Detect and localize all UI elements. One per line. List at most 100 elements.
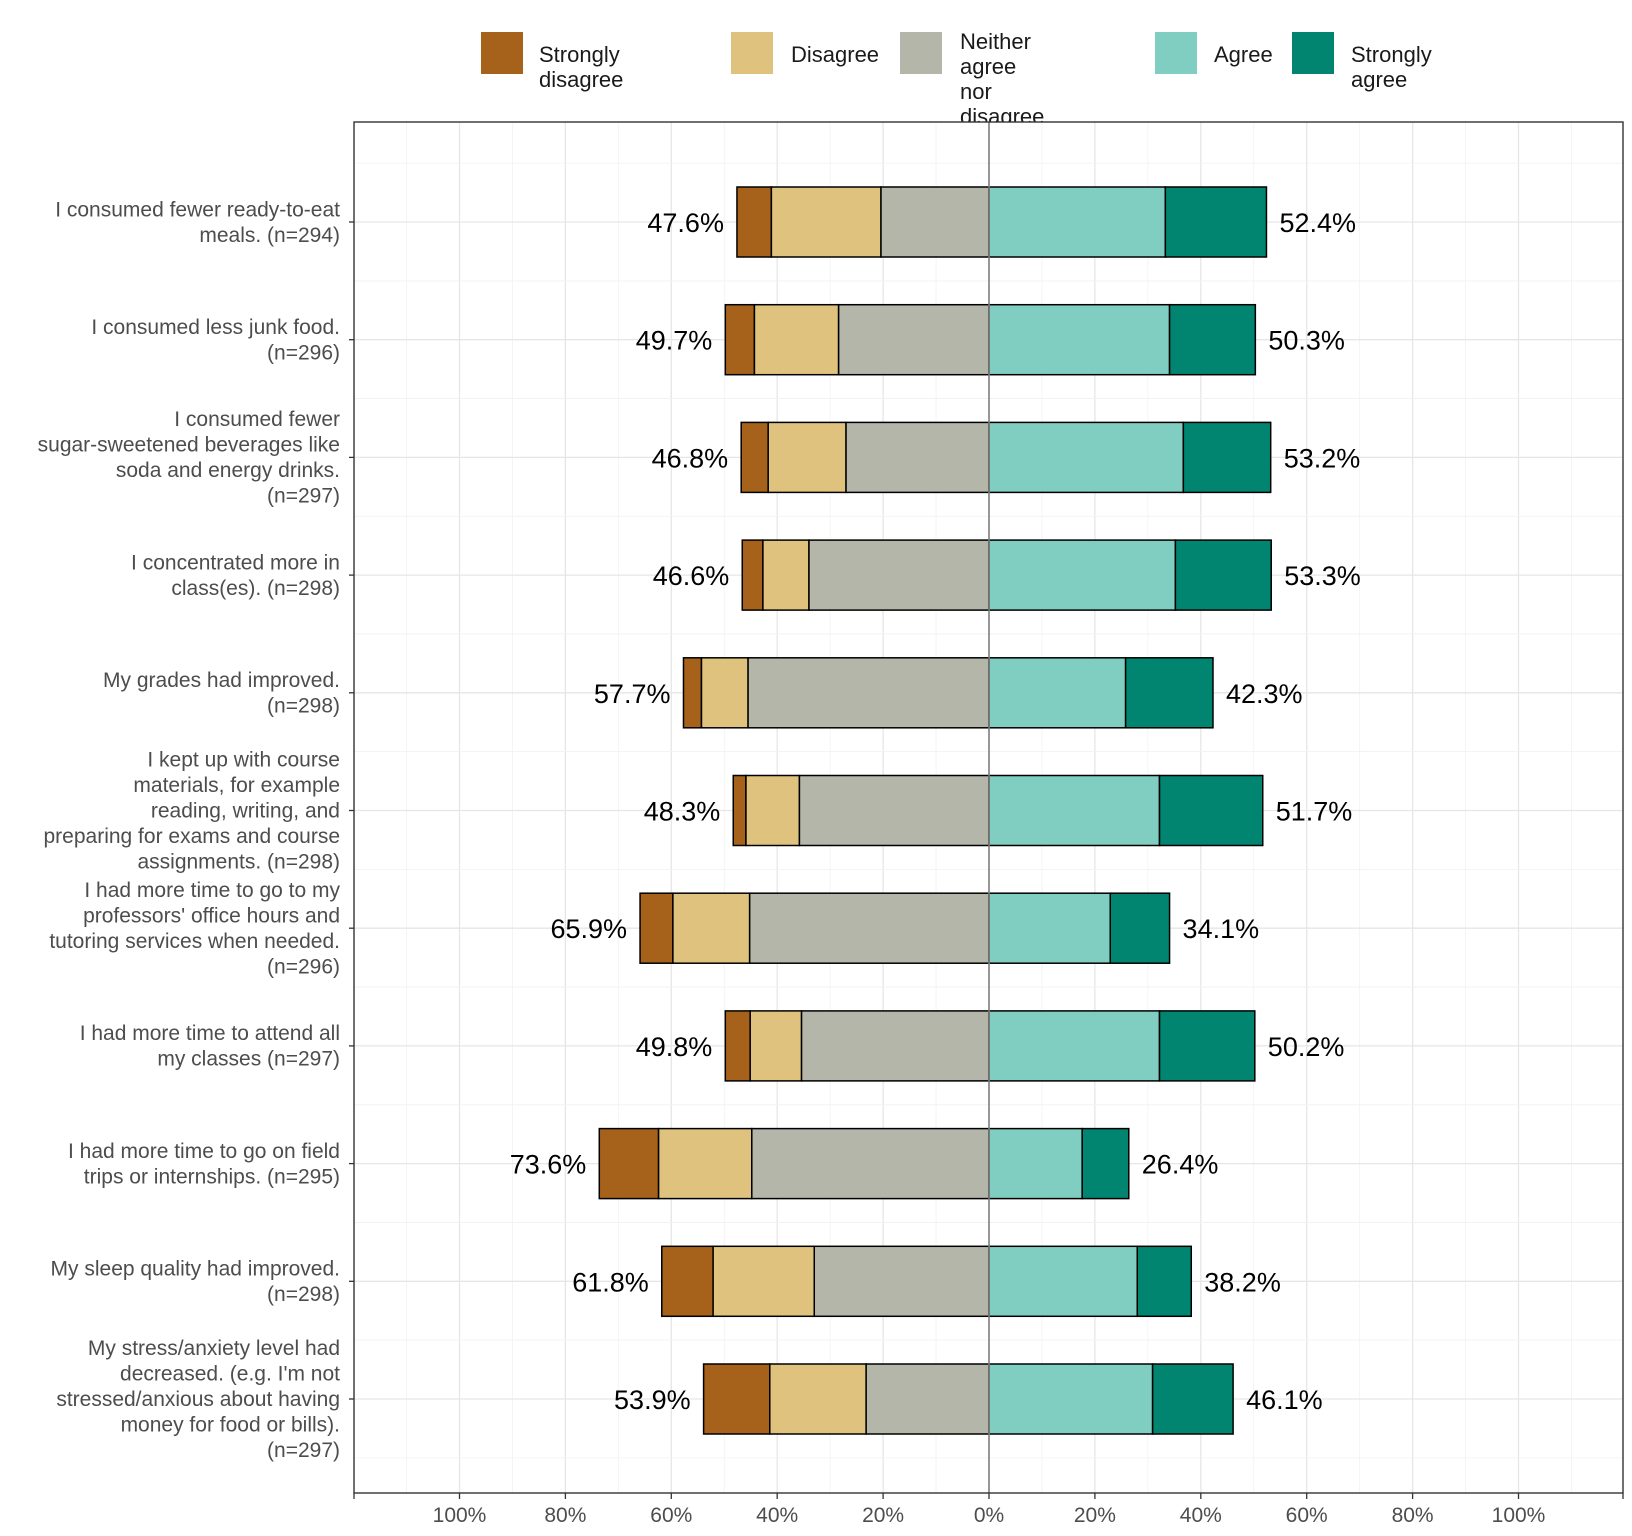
- bar-disagree: [713, 1246, 814, 1316]
- left-total-label: 57.7%: [594, 679, 671, 709]
- bar-disagree: [770, 1364, 866, 1434]
- left-total-label: 65.9%: [550, 914, 627, 944]
- x-tick-label: 100%: [1492, 1504, 1546, 1527]
- bar-agree: [989, 422, 1183, 492]
- right-total-label: 51.7%: [1276, 797, 1353, 827]
- bar-strongly-agree: [1153, 1364, 1233, 1434]
- bar-strongly-disagree: [737, 187, 771, 257]
- bar-disagree: [754, 305, 838, 375]
- category-label: I had more time to attend all my classes …: [80, 1022, 340, 1071]
- bar-disagree: [750, 1011, 801, 1081]
- x-tick-label: 60%: [1286, 1504, 1328, 1527]
- left-total-label: 46.6%: [653, 561, 730, 591]
- bar-disagree: [771, 187, 881, 257]
- right-total-label: 50.2%: [1268, 1032, 1345, 1062]
- likert-chart: Strongly disagree Disagree Neither agree n…: [0, 0, 1632, 1536]
- right-total-label: 38.2%: [1204, 1267, 1281, 1297]
- bar-strongly-disagree: [733, 776, 746, 846]
- bar-agree: [989, 187, 1165, 257]
- category-label: I kept up with course materials, for exam…: [44, 749, 341, 874]
- bar-neither: [866, 1364, 989, 1434]
- bar-strongly-disagree: [599, 1129, 658, 1199]
- bar-strongly-disagree: [742, 540, 763, 610]
- bar-neither: [748, 658, 989, 728]
- bar-neither: [809, 540, 989, 610]
- bar-disagree: [673, 893, 750, 963]
- left-total-label: 53.9%: [614, 1385, 691, 1415]
- x-tick-label: 20%: [1074, 1504, 1116, 1527]
- category-label: I consumed less junk food. (n=296): [91, 316, 340, 365]
- bar-strongly-agree: [1183, 422, 1270, 492]
- x-tick-label: 80%: [1392, 1504, 1434, 1527]
- right-total-label: 46.1%: [1246, 1385, 1323, 1415]
- bar-neither: [881, 187, 989, 257]
- x-tick-label: 0%: [974, 1504, 1004, 1527]
- y-axis: I consumed fewer ready-to-eat meals. (n=2…: [38, 198, 354, 1462]
- left-total-label: 46.8%: [652, 443, 729, 473]
- bar-disagree: [746, 776, 799, 846]
- plot-area: 47.6% 52.4% 49.7% 50.3% 46.8% 53.2% 46.6% 53.3%…: [0, 0, 1632, 1536]
- bar-strongly-disagree: [662, 1246, 713, 1316]
- right-total-label: 26.4%: [1142, 1150, 1219, 1180]
- bar-neither: [752, 1129, 989, 1199]
- bar-strongly-agree: [1082, 1129, 1129, 1199]
- bar-strongly-disagree: [741, 422, 768, 492]
- bar-agree: [989, 1011, 1159, 1081]
- category-label: I had more time to go on field trips or i…: [68, 1140, 340, 1189]
- bar-neither: [846, 422, 989, 492]
- x-tick-label: 80%: [544, 1504, 586, 1527]
- bar-neither: [839, 305, 989, 375]
- x-tick-label: 60%: [650, 1504, 692, 1527]
- bar-strongly-disagree: [725, 305, 754, 375]
- x-axis: 100% 80% 60% 40% 20% 0% 20% 40% 60% 80% 100%: [354, 1493, 1623, 1527]
- bar-strongly-disagree: [683, 658, 701, 728]
- right-total-label: 50.3%: [1268, 326, 1345, 356]
- bar-agree: [989, 1246, 1137, 1316]
- bar-strongly-agree: [1110, 893, 1169, 963]
- bar-agree: [989, 1129, 1082, 1199]
- x-tick-label: 100%: [433, 1504, 487, 1527]
- bar-strongly-agree: [1159, 1011, 1254, 1081]
- bar-strongly-agree: [1165, 187, 1266, 257]
- category-label: My sleep quality had improved. (n=298): [51, 1258, 340, 1307]
- bar-strongly-agree: [1137, 1246, 1191, 1316]
- x-tick-label: 40%: [1180, 1504, 1222, 1527]
- x-tick-label: 20%: [862, 1504, 904, 1527]
- bar-agree: [989, 540, 1175, 610]
- bar-agree: [989, 776, 1159, 846]
- bar-disagree: [768, 422, 846, 492]
- right-total-label: 52.4%: [1279, 208, 1356, 238]
- x-tick-label: 40%: [756, 1504, 798, 1527]
- bar-disagree: [763, 540, 809, 610]
- bar-agree: [989, 1364, 1153, 1434]
- category-label: My stress/anxiety level had decreased. (e…: [56, 1337, 340, 1462]
- bar-agree: [989, 893, 1110, 963]
- right-total-label: 42.3%: [1226, 679, 1303, 709]
- right-total-label: 53.2%: [1284, 443, 1361, 473]
- bar-neither: [802, 1011, 989, 1081]
- bar-strongly-disagree: [640, 893, 673, 963]
- left-total-label: 73.6%: [510, 1150, 587, 1180]
- category-label: I had more time to go to my professors' o…: [49, 879, 340, 979]
- bar-disagree: [701, 658, 748, 728]
- right-total-label: 53.3%: [1284, 561, 1361, 591]
- bar-strongly-disagree: [725, 1011, 750, 1081]
- bar-neither: [750, 893, 989, 963]
- bar-neither: [814, 1246, 989, 1316]
- bar-agree: [989, 658, 1126, 728]
- left-total-label: 49.8%: [636, 1032, 713, 1062]
- left-total-label: 47.6%: [647, 208, 724, 238]
- bar-neither: [799, 776, 989, 846]
- bar-agree: [989, 305, 1170, 375]
- category-label: My grades had improved. (n=298): [103, 669, 340, 718]
- category-label: I consumed fewer sugar-sweetened beverage…: [38, 408, 340, 508]
- bar-strongly-agree: [1170, 305, 1256, 375]
- category-label: I consumed fewer ready-to-eat meals. (n=2…: [55, 198, 340, 247]
- left-total-label: 61.8%: [572, 1267, 649, 1297]
- bar-strongly-agree: [1159, 776, 1262, 846]
- left-total-label: 48.3%: [644, 797, 721, 827]
- right-total-label: 34.1%: [1183, 914, 1260, 944]
- category-label: I concentrated more in class(es). (n=298): [131, 551, 340, 600]
- bar-strongly-agree: [1126, 658, 1213, 728]
- left-total-label: 49.7%: [636, 326, 713, 356]
